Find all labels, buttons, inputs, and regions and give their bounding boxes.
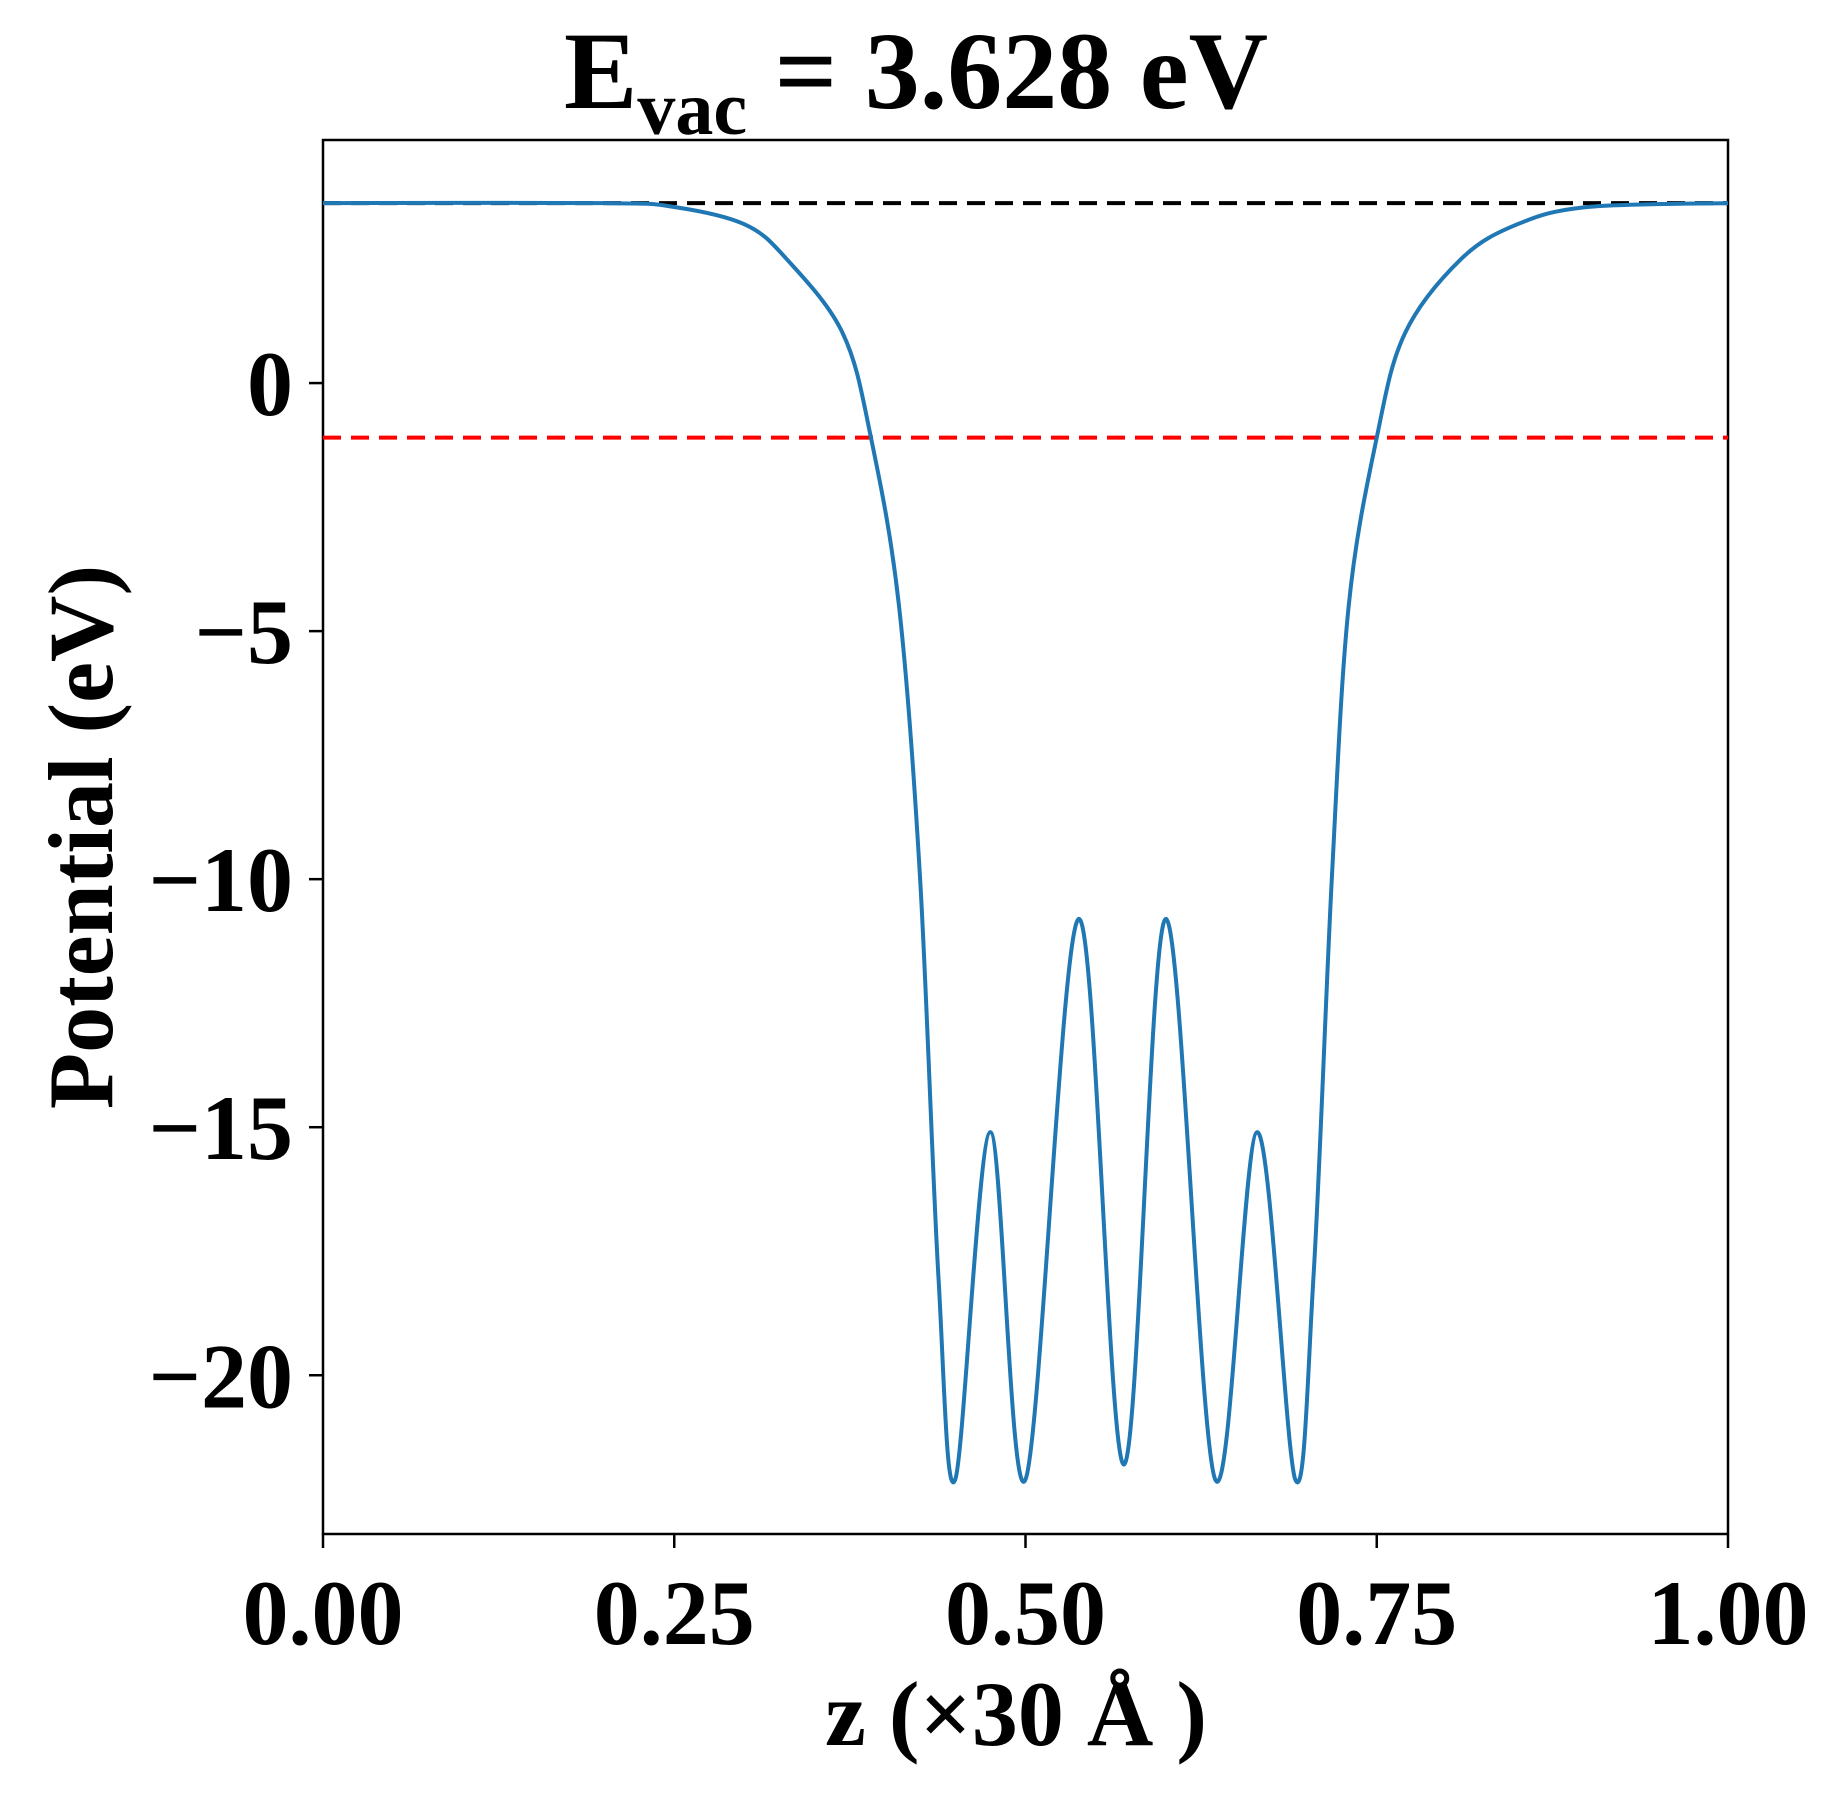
title-prefix: E: [564, 10, 637, 132]
plot-area-frame: [321, 138, 1730, 1536]
y-tick-label: −10: [149, 829, 293, 931]
series-line-planar-averaged-potential: [322, 200, 1729, 1485]
x-axis-label: z (×30 Å ): [825, 1663, 1207, 1765]
y-tick-label: −15: [149, 1077, 293, 1179]
x-tick-label: 0.50: [945, 1562, 1106, 1664]
y-axis-label: Potential (eV): [30, 565, 132, 1109]
x-tick-label: 0.00: [243, 1562, 404, 1664]
x-axis-ticks: 0.00 0.25 0.50 0.75 1.00: [243, 1534, 1809, 1664]
reference-lines: [323, 201, 1728, 440]
y-tick-label: −5: [195, 581, 293, 683]
series-group: [322, 200, 1729, 1485]
x-tick-label: 0.75: [1296, 1562, 1457, 1664]
chart-title: Evac = 3.628 eV: [564, 10, 1268, 151]
x-tick-label: 1.00: [1648, 1562, 1809, 1664]
x-tick-label: 0.25: [594, 1562, 755, 1664]
title-subscript: vac: [637, 67, 747, 151]
y-tick-label: 0: [247, 333, 293, 435]
title-suffix: = 3.628 eV: [747, 10, 1268, 132]
y-tick-label: −20: [149, 1325, 293, 1427]
y-axis-ticks: 0 −5 −10 −15 −20: [149, 333, 323, 1427]
